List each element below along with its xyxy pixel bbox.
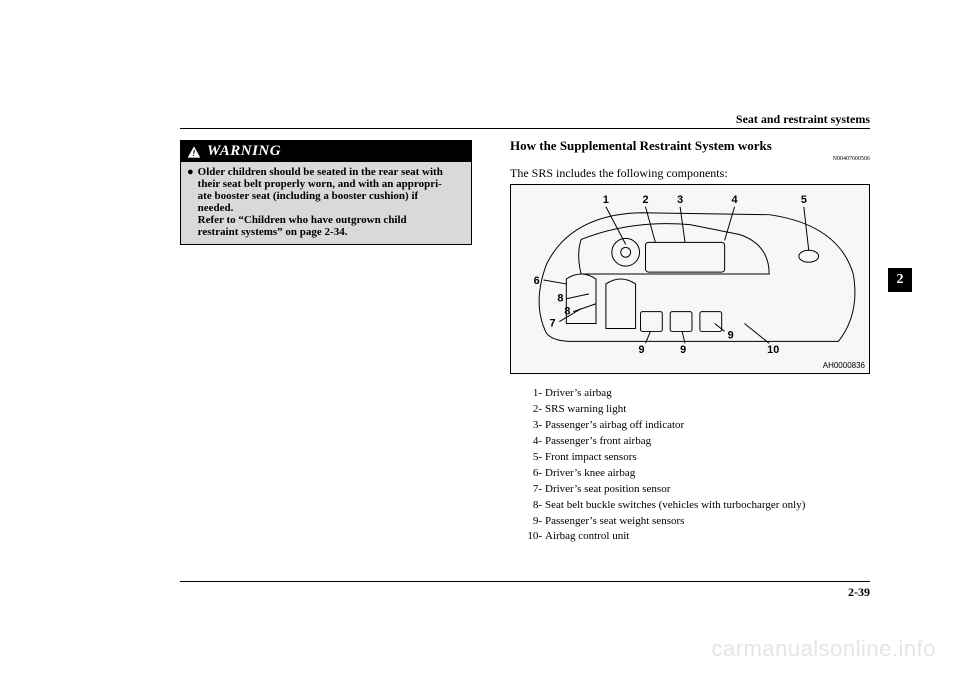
doc-number: N00407600506: [833, 156, 870, 162]
rule-bottom: [180, 581, 870, 582]
warning-text: Older children should be seated in the r…: [198, 166, 443, 178]
list-item: 4-Passenger’s front airbag: [520, 434, 805, 450]
warning-title-text: WARNING: [207, 143, 281, 160]
diagram-label-3: 3: [677, 194, 683, 206]
rule-top: [180, 128, 870, 129]
srs-diagram: 1 2 3 4 5 6 7 8 8 9 9 9 10 AH0000836: [510, 184, 870, 374]
diagram-label-9b: 9: [680, 344, 686, 356]
diagram-label-10: 10: [767, 344, 779, 356]
chapter-tab: 2: [888, 268, 912, 292]
warning-text: their seat belt properly worn, and with …: [198, 178, 443, 190]
diagram-code: AH0000836: [823, 361, 865, 370]
diagram-label-8b: 8: [564, 306, 570, 318]
component-list: 1-Driver’s airbag 2-SRS warning light 3-…: [520, 386, 805, 545]
bullet-icon: ●: [187, 166, 194, 238]
list-item: 1-Driver’s airbag: [520, 386, 805, 402]
page: Seat and restraint systems ! WARNING ● O…: [0, 0, 960, 678]
list-item: 3-Passenger’s airbag off indicator: [520, 418, 805, 434]
diagram-label-8a: 8: [557, 293, 563, 305]
warning-title-bar: ! WARNING: [181, 141, 471, 162]
list-item: 9-Passenger’s seat weight sensors: [520, 514, 805, 530]
intro-text: The SRS includes the following component…: [510, 166, 728, 181]
diagram-label-2: 2: [643, 194, 649, 206]
diagram-label-9c: 9: [728, 329, 734, 341]
diagram-label-5: 5: [801, 194, 807, 206]
list-item: 7-Driver’s seat position sensor: [520, 482, 805, 498]
warning-text: ate booster seat (including a booster cu…: [198, 190, 443, 202]
list-item: 2-SRS warning light: [520, 402, 805, 418]
list-item: 6-Driver’s knee airbag: [520, 466, 805, 482]
srs-heading: How the Supplemental Restraint System wo…: [510, 138, 772, 154]
warning-triangle-icon: !: [187, 145, 201, 159]
section-header: Seat and restraint systems: [736, 112, 870, 127]
diagram-label-6: 6: [534, 275, 540, 287]
watermark: carmanualsonline.info: [711, 636, 936, 662]
warning-box: ! WARNING ● Older children should be sea…: [180, 140, 472, 245]
svg-text:!: !: [192, 148, 195, 158]
warning-text: needed.: [198, 202, 443, 214]
warning-text: restraint systems” on page 2-34.: [198, 226, 443, 238]
list-item: 8-Seat belt buckle switches (vehicles wi…: [520, 498, 805, 514]
list-item: 10-Airbag control unit: [520, 529, 805, 545]
page-number: 2-39: [848, 585, 870, 600]
warning-body: ● Older children should be seated in the…: [181, 162, 471, 244]
diagram-label-1: 1: [603, 194, 609, 206]
list-item: 5-Front impact sensors: [520, 450, 805, 466]
diagram-label-9a: 9: [639, 344, 645, 356]
diagram-label-7: 7: [549, 317, 555, 329]
warning-text: Refer to “Children who have outgrown chi…: [198, 214, 443, 226]
diagram-label-4: 4: [732, 194, 738, 206]
